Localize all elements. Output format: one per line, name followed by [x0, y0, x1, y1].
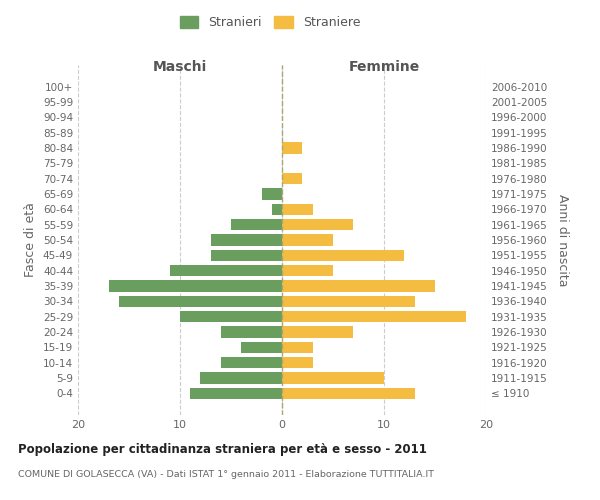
- Bar: [282, 388, 415, 399]
- Bar: [221, 357, 282, 368]
- Y-axis label: Fasce di età: Fasce di età: [25, 202, 37, 278]
- Text: Popolazione per cittadinanza straniera per età e sesso - 2011: Popolazione per cittadinanza straniera p…: [18, 442, 427, 456]
- Bar: [282, 142, 302, 154]
- Bar: [119, 296, 282, 307]
- Bar: [170, 265, 282, 276]
- Bar: [241, 342, 282, 353]
- Bar: [221, 326, 282, 338]
- Bar: [282, 219, 353, 230]
- Bar: [282, 326, 353, 338]
- Bar: [190, 388, 282, 399]
- Bar: [282, 357, 313, 368]
- Bar: [282, 234, 333, 246]
- Bar: [282, 280, 435, 292]
- Y-axis label: Anni di nascita: Anni di nascita: [556, 194, 569, 286]
- Bar: [282, 311, 466, 322]
- Text: COMUNE DI GOLASECCA (VA) - Dati ISTAT 1° gennaio 2011 - Elaborazione TUTTITALIA.: COMUNE DI GOLASECCA (VA) - Dati ISTAT 1°…: [18, 470, 434, 479]
- Bar: [200, 372, 282, 384]
- Bar: [231, 219, 282, 230]
- Text: Maschi: Maschi: [153, 60, 207, 74]
- Bar: [272, 204, 282, 215]
- Bar: [282, 372, 384, 384]
- Legend: Stranieri, Straniere: Stranieri, Straniere: [175, 11, 365, 34]
- Bar: [262, 188, 282, 200]
- Bar: [180, 311, 282, 322]
- Text: Femmine: Femmine: [349, 60, 419, 74]
- Bar: [109, 280, 282, 292]
- Bar: [282, 296, 415, 307]
- Bar: [211, 234, 282, 246]
- Bar: [211, 250, 282, 261]
- Bar: [282, 265, 333, 276]
- Bar: [282, 342, 313, 353]
- Bar: [282, 173, 302, 184]
- Bar: [282, 250, 404, 261]
- Bar: [282, 204, 313, 215]
